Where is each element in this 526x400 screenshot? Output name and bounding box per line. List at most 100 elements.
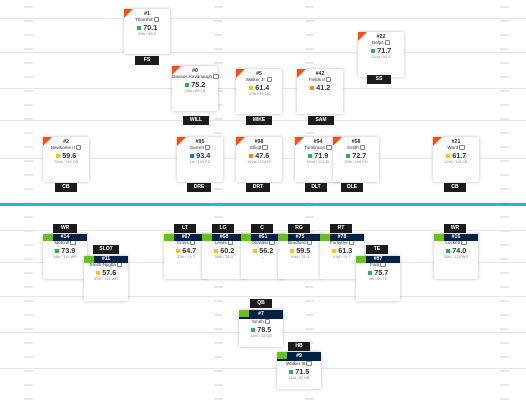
player-card-metcalf[interactable]: #14 Metcalf 73.9 34th / 115 WR — [43, 234, 87, 279]
player-name: Newsome II — [50, 145, 75, 150]
position-label-qb: QB — [250, 299, 272, 308]
player-card-cross[interactable]: #67 Cross 64.7 37th / 74 T — [164, 234, 208, 279]
comment-icon[interactable] — [116, 262, 123, 268]
jersey-number: #22 — [376, 34, 386, 40]
comment-icon[interactable] — [75, 145, 82, 151]
player-grade: 71.9 — [314, 151, 329, 160]
comment-icon[interactable] — [262, 145, 268, 151]
player-card-newsome[interactable]: #2 Newsome II 59.6 72nd / 115 CB — [43, 137, 89, 182]
player-card-kavanaugh[interactable]: #0 Davaus Kavanaugh 75.2 24th / 83 LB — [172, 66, 219, 111]
hash-mark — [305, 34, 314, 36]
grade-indicator — [213, 248, 219, 253]
team-tag — [236, 137, 245, 146]
position-label-hb: HB — [288, 342, 310, 351]
grade-indicator — [289, 248, 295, 253]
player-card-thornhill[interactable]: #1 Thornhill 70.1 29th / 85 S — [124, 9, 170, 54]
comment-icon[interactable] — [326, 145, 332, 151]
grade-indicator — [309, 85, 315, 90]
hash-mark — [214, 132, 223, 134]
player-card-walker[interactable]: #5 Walker Jr. 61.4 37th / 83 LB — [236, 69, 282, 114]
hash-mark — [500, 370, 509, 372]
comment-icon[interactable] — [380, 262, 386, 268]
player-grade: 64.7 — [182, 246, 197, 255]
comment-icon[interactable] — [306, 361, 312, 367]
jersey-number: #61 — [258, 234, 268, 240]
player-grade: 61.7 — [452, 151, 467, 160]
hash-mark — [24, 76, 33, 78]
comment-icon[interactable] — [227, 240, 234, 246]
player-card-ward[interactable]: #21 Ward 61.7 67th / 115 CB — [433, 137, 479, 182]
player-card-garrett[interactable]: #95 Garrett 93.4 1st / 109 ED — [177, 137, 223, 182]
player-card-fields[interactable]: #42 Fields II 41.2 – — [297, 69, 343, 114]
jersey-number: #5 — [256, 71, 262, 77]
player-card-smith-njigba[interactable]: #11 Smith-Njigba 57.6 97th / 115 WR — [84, 256, 128, 301]
hash-mark — [500, 314, 509, 316]
player-name: Delpit — [371, 40, 384, 45]
player-name: Bradford — [287, 240, 306, 245]
hash-mark — [500, 384, 509, 386]
player-card-lewis[interactable]: #68 Lewis 60.2 36th / 78 G — [202, 234, 246, 279]
team-tag — [297, 69, 306, 78]
comment-icon[interactable] — [306, 240, 313, 246]
player-grade: 56.2 — [259, 246, 274, 255]
hash-mark — [305, 300, 314, 302]
hash-mark — [214, 34, 223, 36]
team-tag — [295, 137, 304, 146]
position-label-dle: DLE — [341, 183, 363, 192]
hash-mark — [500, 62, 509, 64]
hash-mark — [500, 272, 509, 274]
hash-mark — [24, 20, 33, 22]
hash-mark — [500, 48, 509, 50]
player-name: Walker Jr. — [245, 77, 266, 82]
comment-icon[interactable] — [204, 145, 211, 151]
grade-indicator — [136, 25, 142, 30]
player-card-walker-hb[interactable]: #9 Walker III 71.5 14th / 50 HB — [277, 352, 321, 389]
hash-mark — [24, 384, 33, 386]
comment-icon[interactable] — [325, 77, 332, 83]
player-card-smith-dle[interactable]: #58 Smith 72.7 30th / 109 ED — [333, 137, 379, 182]
comment-icon[interactable] — [213, 74, 219, 80]
hash-mark — [24, 34, 33, 36]
player-name: Thornhill — [134, 17, 153, 22]
player-card-bradford[interactable]: #75 Bradford 59.5 41st / 78 G — [278, 234, 322, 279]
player-card-elliott[interactable]: #98 Elliott 47.6 101st / 124 DI — [236, 137, 282, 182]
hash-mark — [305, 286, 314, 288]
position-label-lg: LG — [212, 224, 234, 233]
player-card-fant[interactable]: #87 Fant 75.7 4th / 69 TE — [356, 256, 400, 301]
hash-mark — [214, 216, 223, 218]
hash-mark — [214, 104, 223, 106]
jersey-number: #14 — [60, 234, 70, 240]
comment-icon[interactable] — [384, 40, 391, 46]
comment-icon[interactable] — [266, 77, 273, 83]
player-card-smith-qb[interactable]: #7 Smith 78.5 12th / 33 QB — [239, 310, 283, 347]
yard-line — [0, 18, 526, 19]
hash-mark — [500, 188, 509, 190]
team-tag — [333, 137, 342, 146]
comment-icon[interactable] — [348, 240, 355, 246]
grade-indicator — [367, 270, 373, 275]
comment-icon[interactable] — [269, 240, 275, 246]
comment-icon[interactable] — [189, 240, 196, 246]
player-card-lockett[interactable]: #16 Lockett 74.0 33rd / 115 WR — [434, 234, 478, 279]
hash-mark — [500, 146, 509, 148]
player-card-olowalu[interactable]: #61 Olowalu 56.2 – — [241, 234, 285, 279]
grade-indicator — [331, 248, 337, 253]
comment-icon[interactable] — [459, 145, 465, 151]
team-tag — [124, 9, 133, 18]
hash-mark — [500, 160, 509, 162]
position-label-c: C — [251, 224, 273, 233]
comment-icon[interactable] — [461, 240, 467, 246]
position-label-lt: LT — [174, 224, 196, 233]
jersey-number: #11 — [101, 256, 111, 262]
hash-mark — [500, 342, 509, 344]
comment-icon[interactable] — [359, 145, 366, 151]
grade-indicator — [345, 153, 351, 158]
player-name: Smith — [346, 145, 359, 150]
comment-icon[interactable] — [153, 17, 160, 23]
comment-icon[interactable] — [70, 240, 76, 246]
jersey-number: #58 — [351, 139, 361, 145]
player-rank: – — [261, 255, 265, 259]
comment-icon[interactable] — [264, 319, 271, 325]
player-card-delpit[interactable]: #22 Delpit 71.7 22nd / 85 S — [358, 32, 404, 77]
